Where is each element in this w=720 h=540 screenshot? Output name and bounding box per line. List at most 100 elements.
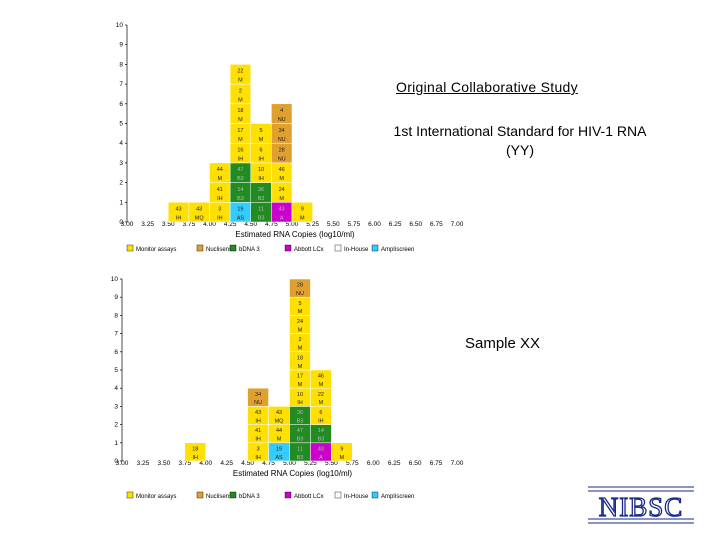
cell-assay-label: B3 <box>237 196 244 202</box>
histogram-cell <box>271 103 293 124</box>
cell-assay-label: M <box>218 176 223 182</box>
cell-assay-label: M <box>279 176 284 182</box>
x-tick-label: 4.75 <box>262 460 275 467</box>
cell-assay-label: NU <box>296 291 304 297</box>
y-tick-label: 10 <box>111 276 119 283</box>
x-tick-label: 6.50 <box>409 460 422 467</box>
y-tick-label: 10 <box>116 22 124 29</box>
x-tick-label: 5.25 <box>304 460 317 467</box>
cell-lab-label: 14 <box>318 428 324 434</box>
histogram-cell <box>291 202 313 223</box>
cell-lab-label: 17 <box>237 128 243 134</box>
x-tick-label: 7.00 <box>451 460 464 467</box>
legend-label: bDNA 3 <box>239 247 260 253</box>
cell-assay-label: M <box>277 437 282 443</box>
cell-lab-label: 10 <box>258 167 264 173</box>
y-tick-label: 5 <box>114 367 118 374</box>
cell-assay-label: IH <box>258 157 264 163</box>
chart-2-title: Sample XX <box>465 335 541 352</box>
cell-assay-label: M <box>238 97 243 103</box>
cell-assay-label: IH <box>238 157 244 163</box>
y-tick-label: 0 <box>119 219 123 226</box>
x-axis-label: Estimated RNA Copies (log10/ml) <box>235 230 354 239</box>
cell-lab-label: 18 <box>297 355 303 361</box>
cell-lab-label: 10 <box>297 392 303 398</box>
chart-1-subtitle: 1st International Standard for HIV-1 RNA… <box>393 123 647 158</box>
x-tick-label: 5.00 <box>283 460 296 467</box>
cell-lab-label: 28 <box>279 147 285 153</box>
x-tick-label: 3.75 <box>178 460 191 467</box>
x-tick-label: 4.25 <box>224 221 237 228</box>
legend-swatch <box>371 244 379 252</box>
cell-assay-label: IH <box>217 196 223 202</box>
chart-1-title: Original Collaborative Study <box>396 79 578 95</box>
nibsc-logo: NIBSC <box>586 483 696 527</box>
cell-assay-label: M <box>298 364 303 370</box>
cell-lab-label: 47 <box>237 167 243 173</box>
cell-lab-label: 22 <box>237 69 243 75</box>
cell-assay-label: M <box>319 382 324 388</box>
x-tick-label: 6.00 <box>367 460 380 467</box>
y-tick-label: 6 <box>119 101 123 108</box>
legend-swatch <box>371 491 379 499</box>
x-tick-label: 3.50 <box>162 221 175 228</box>
cell-assay-label: IH <box>255 437 261 443</box>
x-tick-label: 4.75 <box>265 221 278 228</box>
cell-lab-label: 41 <box>255 428 261 434</box>
x-tick-label: 6.75 <box>430 221 443 228</box>
y-tick-label: 8 <box>114 312 118 319</box>
cell-lab-label: 41 <box>217 187 223 193</box>
cell-assay-label: M <box>298 382 303 388</box>
legend-label: Abbott LCx <box>294 494 324 500</box>
cell-assay-label: IH <box>193 455 199 461</box>
cell-assay-label: A <box>280 216 284 222</box>
legend-swatch <box>284 244 292 252</box>
cell-lab-label: 9 <box>340 446 343 452</box>
cell-lab-label: 43 <box>255 410 261 416</box>
x-tick-label: 3.00 <box>121 221 134 228</box>
x-tick-label: 5.75 <box>348 221 361 228</box>
y-tick-label: 3 <box>114 403 118 410</box>
x-tick-label: 5.00 <box>286 221 299 228</box>
legend-label: Amplíscreen <box>381 247 414 253</box>
cell-assay-label: B3 <box>297 437 304 443</box>
cell-assay-label: B3 <box>297 455 304 461</box>
histogram-cell <box>310 369 332 389</box>
cell-lab-label: 24 <box>297 319 303 325</box>
legend-swatch <box>229 491 237 499</box>
cell-lab-label: 4 <box>280 108 283 114</box>
cell-assay-label: B3 <box>258 196 265 202</box>
cell-assay-label: M <box>238 117 243 123</box>
legend-swatch <box>229 244 237 252</box>
cell-assay-label: IH <box>318 418 324 424</box>
cell-assay-label: AS <box>275 455 283 461</box>
legend-label: bDNA 3 <box>239 494 260 500</box>
x-tick-label: 4.50 <box>244 221 257 228</box>
cell-assay-label: IH <box>258 176 264 182</box>
cell-lab-label: 19 <box>276 446 282 452</box>
cell-lab-label: 19 <box>237 207 243 213</box>
y-tick-label: 7 <box>119 81 123 88</box>
cell-lab-label: 2 <box>239 88 242 94</box>
histogram-cell <box>229 64 251 85</box>
cell-assay-label: M <box>300 216 305 222</box>
cell-assay-label: M <box>298 346 303 352</box>
x-tick-label: 3.25 <box>141 221 154 228</box>
cell-assay-label: B3 <box>318 437 325 443</box>
cell-assay-label: NU <box>278 117 286 123</box>
cell-assay-label: MQ <box>275 418 285 424</box>
cell-lab-label: 3 <box>218 207 221 213</box>
legend-label: Abbott LCx <box>294 247 324 253</box>
y-tick-label: 3 <box>119 160 123 167</box>
legend-swatch <box>126 244 134 252</box>
x-tick-label: 4.25 <box>220 460 233 467</box>
cell-lab-label: 11 <box>258 207 264 213</box>
cell-lab-label: 46 <box>279 167 285 173</box>
x-tick-label: 3.75 <box>183 221 196 228</box>
legend-label: In-House <box>344 494 369 500</box>
cell-assay-label: M <box>298 309 303 315</box>
cell-lab-label: 43 <box>176 207 182 213</box>
legend-label: Nuclisens <box>206 247 232 253</box>
